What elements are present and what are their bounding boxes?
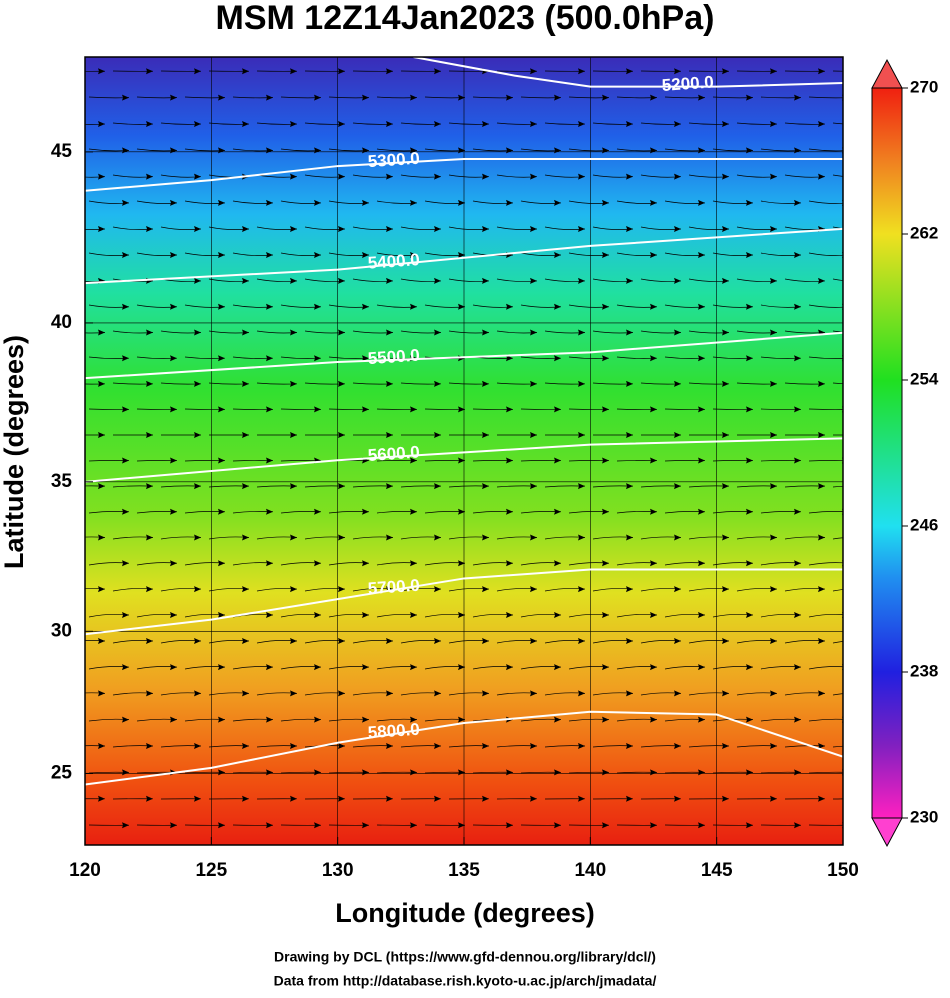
x-tick-label: 140 <box>574 860 606 881</box>
contour-label: 5500.0 <box>367 346 420 369</box>
x-tick-label: 120 <box>69 860 101 881</box>
contour-label: 5400.0 <box>367 250 420 273</box>
x-axis-label: Longitude (degrees) <box>335 898 595 928</box>
x-tick-label: 135 <box>448 860 480 881</box>
colorbar-tick-label: 270 <box>910 77 938 96</box>
y-tick-label: 30 <box>51 620 72 641</box>
y-tick-label: 35 <box>51 471 73 492</box>
contour-label: 5600.0 <box>367 442 420 465</box>
footer: Data from http://database.rish.kyoto-u.a… <box>274 973 657 989</box>
colorbar-tick-label: 262 <box>910 223 938 242</box>
contour-label: 5300.0 <box>367 149 420 172</box>
colorbar <box>872 88 902 818</box>
chart-title: MSM 12Z14Jan2023 (500.0hPa) <box>216 0 715 37</box>
x-tick-label: 145 <box>701 860 733 881</box>
y-tick-label: 40 <box>51 312 72 333</box>
x-tick-label: 150 <box>827 860 859 881</box>
colorbar-tick-label: 238 <box>910 661 938 680</box>
y-axis-label: Latitude (degrees) <box>0 335 29 569</box>
colorbar-tick-label: 230 <box>910 807 938 826</box>
colorbar-tick-label: 254 <box>910 369 939 388</box>
contour-label: 5800.0 <box>367 720 420 743</box>
colorbar-extend-top <box>872 60 902 88</box>
y-tick-label: 25 <box>51 762 73 783</box>
y-tick-label: 45 <box>51 141 73 162</box>
contour-label: 5200.0 <box>661 72 714 95</box>
footer: Drawing by DCL (https://www.gfd-dennou.o… <box>274 949 656 965</box>
arrow-head <box>866 68 873 74</box>
x-tick-label: 125 <box>195 860 227 881</box>
colorbar-axis: 230 238 246 254 262 270 <box>902 77 939 826</box>
colorbar-tick-label: 246 <box>910 515 938 534</box>
x-tick-label: 130 <box>322 860 354 881</box>
contour-label: 5700.0 <box>367 576 420 599</box>
colorbar-extend-bottom <box>872 818 902 846</box>
